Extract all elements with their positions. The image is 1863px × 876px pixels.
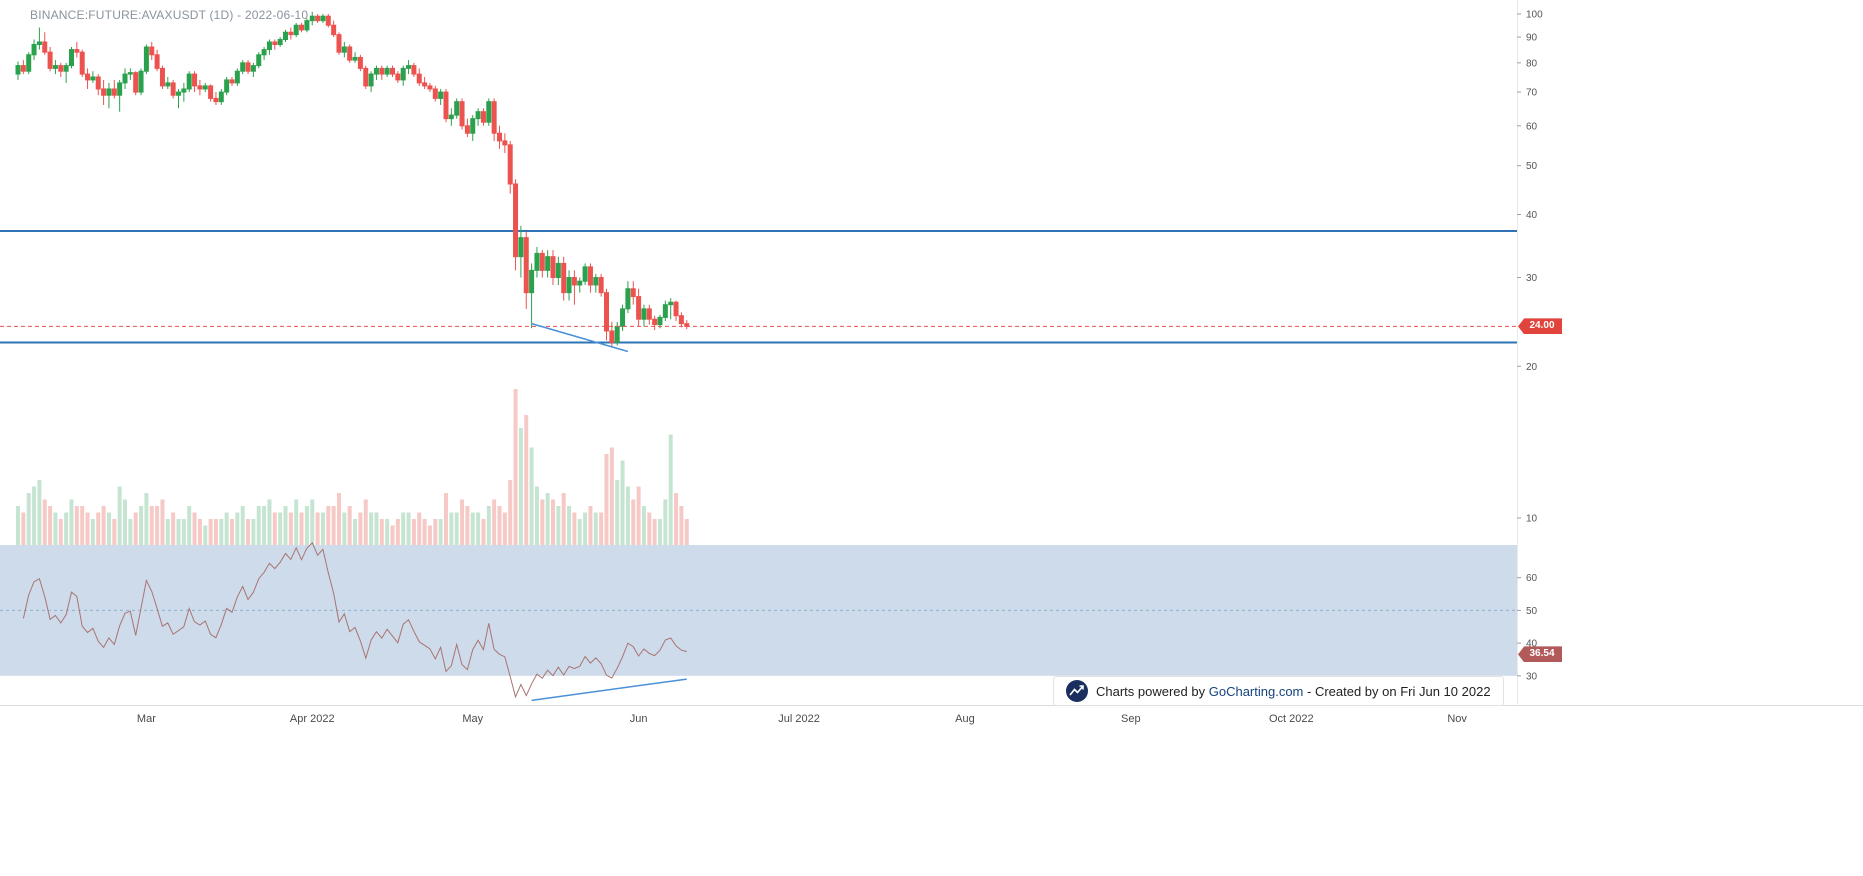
rsi-band bbox=[0, 545, 1517, 676]
last-price-badge: 24.00 bbox=[1518, 318, 1562, 335]
time-tick-label: Apr 2022 bbox=[290, 713, 335, 725]
time-axis[interactable]: Mar Apr 2022 May Jun Jul 2022 Aug Sep Oct 2022 N… bbox=[137, 713, 1468, 725]
time-tick-label: Mar bbox=[137, 713, 156, 725]
rsi-value-badge: 36.54 bbox=[1518, 646, 1562, 663]
price-tick-label: 100 bbox=[1526, 10, 1543, 21]
horizontal-lines[interactable] bbox=[0, 230, 1517, 344]
time-tick-label: Jul 2022 bbox=[778, 713, 820, 725]
symbol-title: BINANCE:FUTURE:AVAXUSDT (1D) - 2022-06-1… bbox=[30, 8, 309, 22]
price-axis[interactable]: 100 90 80 70 60 50 40 30 20 10 bbox=[1517, 10, 1543, 525]
price-tick-label: 80 bbox=[1526, 58, 1538, 69]
time-tick-label: Nov bbox=[1447, 713, 1467, 725]
price-tick-label: 50 bbox=[1526, 161, 1538, 172]
candles-group[interactable] bbox=[15, 11, 690, 348]
rsi-line bbox=[22, 542, 687, 699]
price-tick-label: 40 bbox=[1526, 210, 1538, 221]
rsi-tick-label: 30 bbox=[1526, 671, 1538, 682]
trendlines[interactable] bbox=[531, 322, 687, 702]
price-tick-label: 70 bbox=[1526, 88, 1538, 99]
time-tick-label: Oct 2022 bbox=[1269, 713, 1314, 725]
credit-prefix: Charts powered by bbox=[1096, 683, 1209, 699]
price-tick-label: 20 bbox=[1526, 362, 1538, 373]
volume-bars bbox=[16, 389, 689, 545]
price-tick-label: 90 bbox=[1526, 33, 1538, 44]
time-tick-label: Aug bbox=[955, 713, 975, 725]
time-tick-label: Sep bbox=[1121, 713, 1141, 725]
price-tick-label: 60 bbox=[1526, 121, 1538, 132]
credit-suffix: - Created by on Fri Jun 10 2022 bbox=[1303, 683, 1491, 699]
rsi-tick-label: 50 bbox=[1526, 606, 1538, 617]
rsi-axis[interactable]: 60 50 40 30 bbox=[1517, 573, 1538, 682]
credit-text: Charts powered by GoCharting.com - Creat… bbox=[1096, 684, 1491, 699]
gocharting-link[interactable]: GoCharting.com bbox=[1208, 683, 1304, 699]
time-tick-label: May bbox=[462, 713, 483, 725]
time-tick-label: Jun bbox=[630, 713, 648, 725]
price-tick-label: 30 bbox=[1526, 273, 1538, 284]
credit-footer: Charts powered by GoCharting.com - Creat… bbox=[1053, 676, 1504, 706]
price-tick-label: 10 bbox=[1526, 514, 1538, 525]
rsi-tick-label: 60 bbox=[1526, 573, 1538, 584]
gocharting-logo-icon bbox=[1066, 680, 1088, 702]
rsi-tick-label: 40 bbox=[1526, 639, 1538, 650]
